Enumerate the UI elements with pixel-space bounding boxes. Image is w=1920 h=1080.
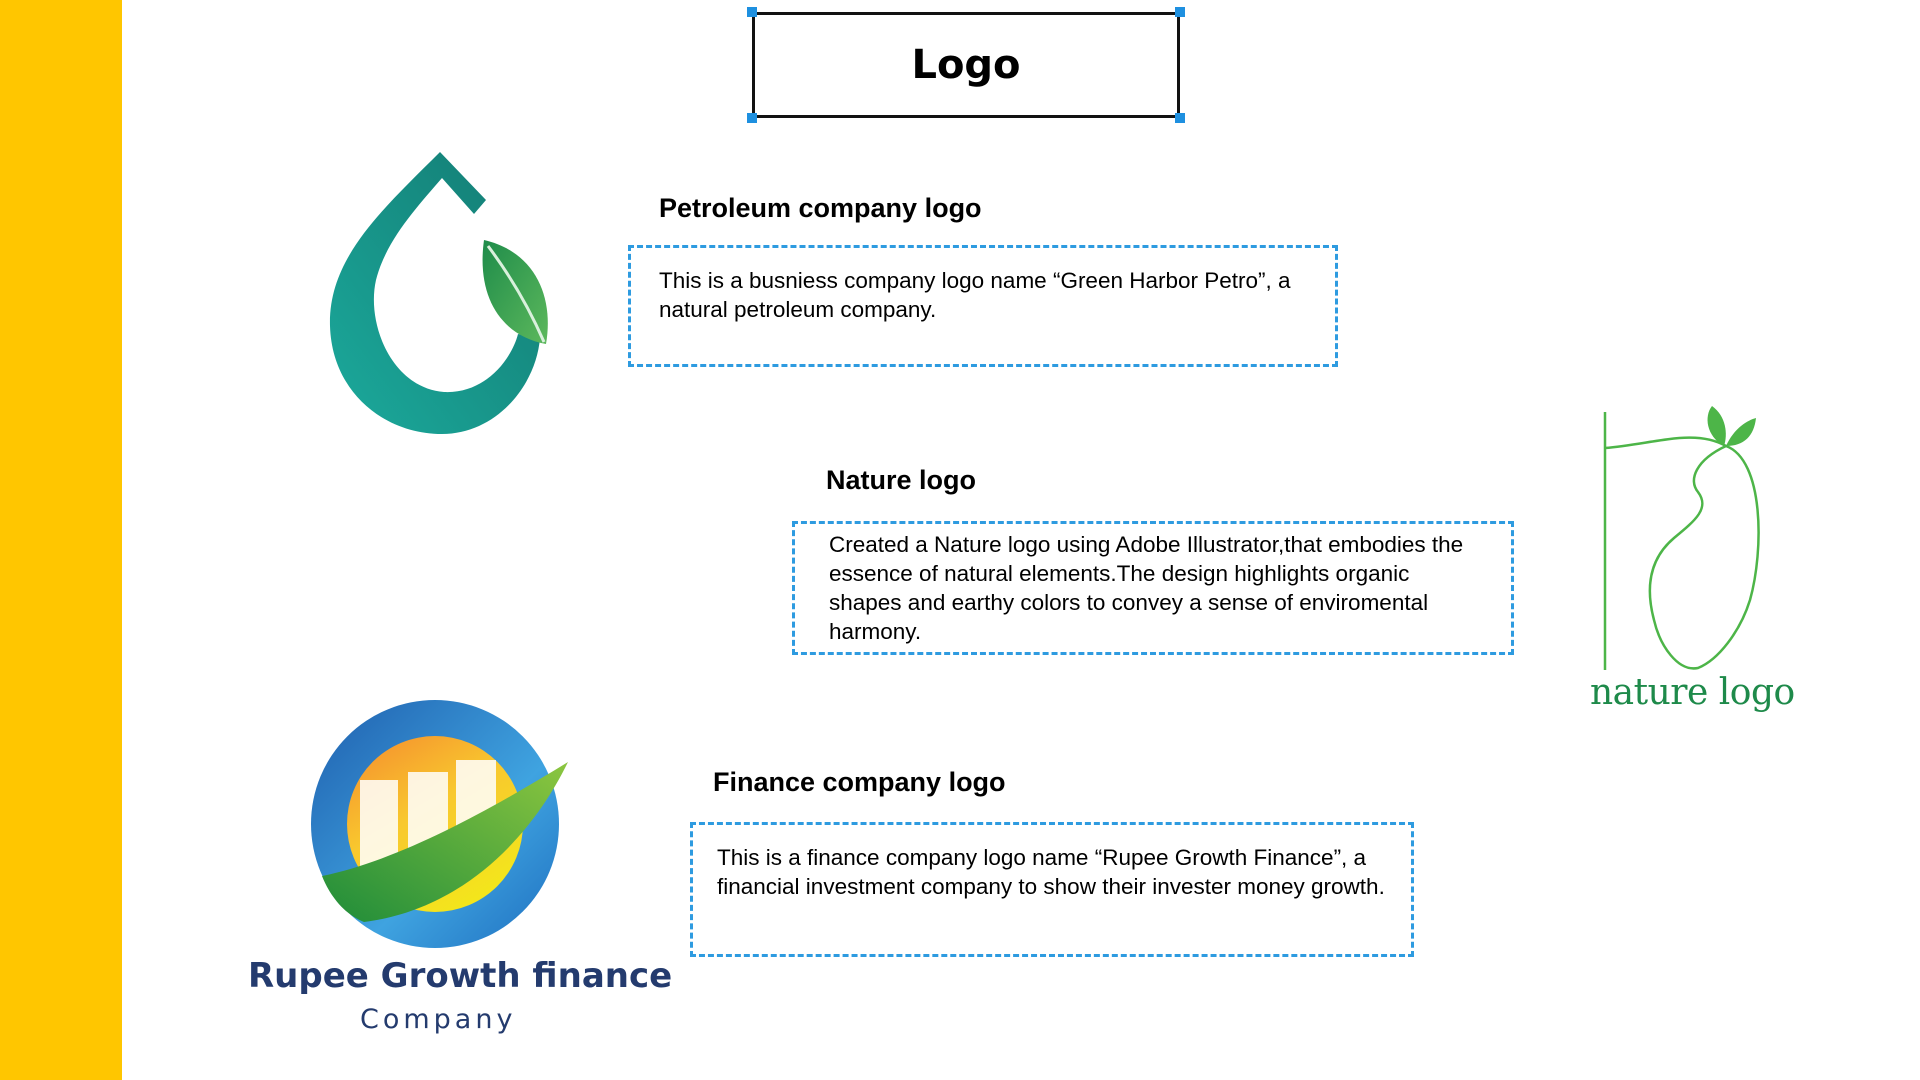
title-textbox[interactable]: Logo	[752, 12, 1180, 118]
mango-leaf-icon	[1603, 406, 1760, 670]
finance-description[interactable]: This is a finance company logo name “Rup…	[717, 845, 1385, 899]
nature-description[interactable]: Created a Nature logo using Adobe Illust…	[829, 532, 1464, 644]
growth-chart-circle-icon	[311, 700, 568, 948]
nature-description-box[interactable]: Created a Nature logo using Adobe Illust…	[792, 521, 1514, 655]
petroleum-description-box[interactable]: This is a busniess company logo name “Gr…	[628, 245, 1338, 367]
petroleum-description[interactable]: This is a busniess company logo name “Gr…	[659, 268, 1291, 322]
oil-drop-leaf-icon	[329, 152, 548, 434]
petroleum-heading[interactable]: Petroleum company logo	[659, 193, 982, 223]
finance-description-box[interactable]: This is a finance company logo name “Rup…	[690, 822, 1414, 957]
nature-heading[interactable]: Nature logo	[826, 465, 977, 495]
selection-handle-top-left[interactable]	[747, 7, 757, 17]
finance-heading[interactable]: Finance company logo	[713, 767, 1006, 797]
selection-handle-bottom-left[interactable]	[747, 113, 757, 123]
selection-handle-bottom-right[interactable]	[1175, 113, 1185, 123]
sidebar-accent-bar	[0, 0, 122, 1080]
slide-title[interactable]: Logo	[911, 42, 1021, 88]
selection-handle-top-right[interactable]	[1175, 7, 1185, 17]
finance-logo-name: Rupee Growth finance	[248, 956, 673, 996]
finance-logo-subname: Company	[360, 1004, 517, 1035]
nature-logo-wordmark: nature logo	[1590, 672, 1795, 713]
